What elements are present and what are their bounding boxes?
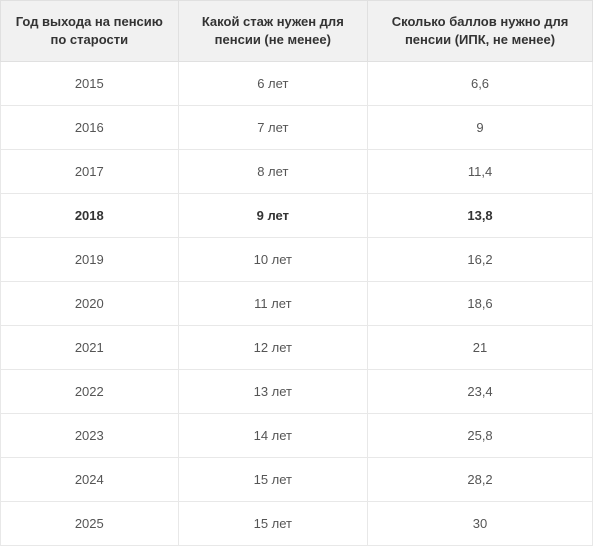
cell-year: 2022	[1, 370, 179, 414]
cell-stage: 15 лет	[178, 502, 367, 546]
table-row: 202213 лет23,4	[1, 370, 593, 414]
table-row: 20189 лет13,8	[1, 194, 593, 238]
column-header-year: Год выхода на пенсию по старости	[1, 1, 179, 62]
cell-stage: 13 лет	[178, 370, 367, 414]
column-header-stage: Какой стаж нужен для пенсии (не менее)	[178, 1, 367, 62]
cell-stage: 6 лет	[178, 62, 367, 106]
cell-year: 2017	[1, 150, 179, 194]
table-row: 202011 лет18,6	[1, 282, 593, 326]
cell-stage: 15 лет	[178, 458, 367, 502]
cell-year: 2016	[1, 106, 179, 150]
table-row: 20156 лет6,6	[1, 62, 593, 106]
cell-stage: 12 лет	[178, 326, 367, 370]
cell-points: 13,8	[368, 194, 593, 238]
table-row: 202314 лет25,8	[1, 414, 593, 458]
cell-year: 2024	[1, 458, 179, 502]
table-row: 202515 лет30	[1, 502, 593, 546]
cell-points: 25,8	[368, 414, 593, 458]
cell-points: 28,2	[368, 458, 593, 502]
cell-points: 18,6	[368, 282, 593, 326]
cell-year: 2015	[1, 62, 179, 106]
pension-requirements-table: Год выхода на пенсию по старости Какой с…	[0, 0, 593, 546]
cell-stage: 9 лет	[178, 194, 367, 238]
cell-points: 9	[368, 106, 593, 150]
cell-stage: 7 лет	[178, 106, 367, 150]
cell-points: 30	[368, 502, 593, 546]
table-row: 20167 лет9	[1, 106, 593, 150]
cell-points: 6,6	[368, 62, 593, 106]
cell-stage: 11 лет	[178, 282, 367, 326]
cell-year: 2021	[1, 326, 179, 370]
cell-year: 2018	[1, 194, 179, 238]
table-row: 20178 лет11,4	[1, 150, 593, 194]
table-row: 202415 лет28,2	[1, 458, 593, 502]
table-row: 202112 лет21	[1, 326, 593, 370]
cell-points: 11,4	[368, 150, 593, 194]
cell-year: 2025	[1, 502, 179, 546]
table-header-row: Год выхода на пенсию по старости Какой с…	[1, 1, 593, 62]
cell-points: 23,4	[368, 370, 593, 414]
cell-stage: 10 лет	[178, 238, 367, 282]
cell-stage: 8 лет	[178, 150, 367, 194]
cell-year: 2020	[1, 282, 179, 326]
cell-points: 16,2	[368, 238, 593, 282]
cell-year: 2023	[1, 414, 179, 458]
column-header-points: Сколько баллов нужно для пенсии (ИПК, не…	[368, 1, 593, 62]
cell-year: 2019	[1, 238, 179, 282]
cell-points: 21	[368, 326, 593, 370]
cell-stage: 14 лет	[178, 414, 367, 458]
table-body: 20156 лет6,620167 лет920178 лет11,420189…	[1, 62, 593, 546]
table-row: 201910 лет16,2	[1, 238, 593, 282]
